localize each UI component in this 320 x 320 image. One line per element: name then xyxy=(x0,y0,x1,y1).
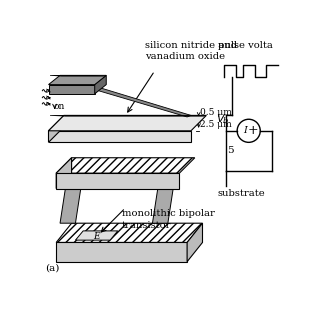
Text: 2.5 μm: 2.5 μm xyxy=(200,120,232,129)
Text: on: on xyxy=(53,102,65,111)
Polygon shape xyxy=(56,243,187,262)
Polygon shape xyxy=(91,84,191,117)
Text: I: I xyxy=(243,126,247,135)
Polygon shape xyxy=(56,173,180,188)
Text: pulse volta: pulse volta xyxy=(218,42,273,51)
Polygon shape xyxy=(95,75,106,94)
Text: +: + xyxy=(247,124,258,137)
Text: $V$: $V$ xyxy=(216,112,227,124)
Polygon shape xyxy=(49,84,95,94)
Polygon shape xyxy=(49,131,191,142)
Polygon shape xyxy=(49,75,106,84)
Polygon shape xyxy=(56,223,203,243)
Text: silicon nitride and
vanadium oxide: silicon nitride and vanadium oxide xyxy=(145,41,237,61)
Text: monolithic bipolar
transistor: monolithic bipolar transistor xyxy=(122,209,214,230)
Text: (a): (a) xyxy=(45,263,59,272)
Polygon shape xyxy=(76,231,118,240)
Polygon shape xyxy=(49,116,206,131)
Polygon shape xyxy=(56,158,72,188)
Text: b: b xyxy=(222,117,228,125)
Text: E: E xyxy=(93,232,100,241)
Polygon shape xyxy=(50,75,105,76)
Text: substrate: substrate xyxy=(218,188,266,197)
Polygon shape xyxy=(187,223,203,262)
Polygon shape xyxy=(56,158,195,173)
Text: 0.5 μm: 0.5 μm xyxy=(200,108,232,117)
Text: 5: 5 xyxy=(227,146,234,155)
Polygon shape xyxy=(49,116,64,142)
Polygon shape xyxy=(152,173,176,223)
Polygon shape xyxy=(60,173,83,223)
